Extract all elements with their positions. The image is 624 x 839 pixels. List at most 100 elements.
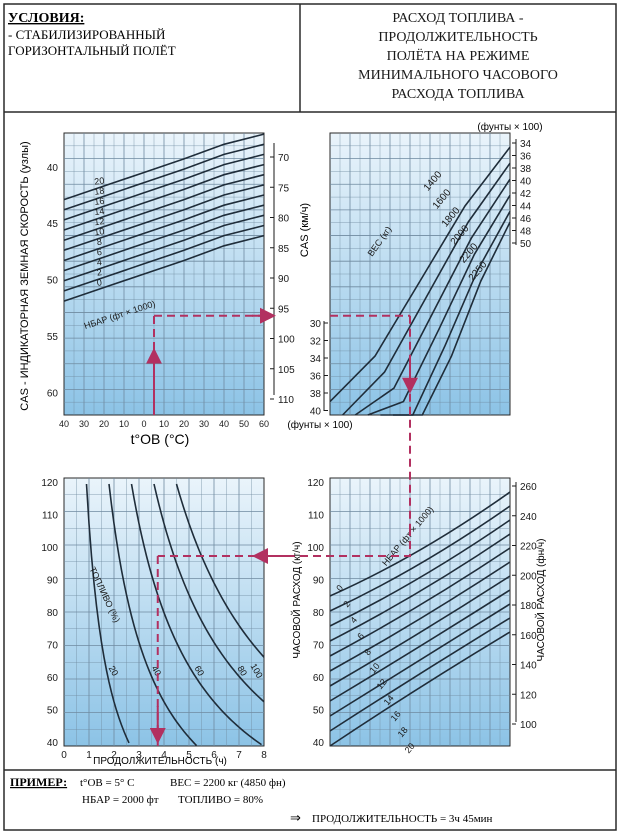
bl-x-tick: 8: [261, 750, 267, 761]
tl-x-tick: 0: [141, 419, 146, 429]
tr-series-line: [354, 178, 511, 416]
tl-series-line: [63, 133, 265, 201]
tr-right-tick: 48: [520, 227, 532, 238]
example-alt: HБАР = 2000 фт: [82, 794, 159, 806]
tl-curve-label: 4: [96, 257, 102, 268]
tl-x-tick: 20: [99, 419, 109, 429]
br-curve-label: 14: [382, 693, 396, 707]
tr-right-tick: 36: [520, 152, 532, 163]
br-curve-label: 18: [396, 725, 410, 739]
bl-curve-label: 80: [235, 664, 249, 678]
curve-lines: [63, 133, 511, 747]
tl-series-line: [63, 224, 265, 292]
tl-y-tick-left: 55: [47, 332, 59, 343]
br-curve-label: 16: [389, 709, 403, 723]
tr-series-line: [342, 162, 511, 416]
br-left-tick: 100: [307, 543, 324, 554]
example-path: [146, 307, 418, 746]
tl-x-tick: 10: [159, 419, 169, 429]
bl-curve-label: 20: [107, 664, 121, 678]
bl-y-tick: 40: [47, 738, 59, 749]
br-ylabel-left: ЧАСОВОЙ РАСХОД (кг/ч): [290, 541, 303, 658]
br-series-line: [329, 491, 511, 597]
tr-left-tick: 40: [310, 407, 322, 418]
bl-xlabel: ПРОДОЛЖИТЕЛЬНОСТЬ (ч): [93, 756, 227, 767]
br-curve-label: 8: [362, 647, 373, 657]
bl-series-line: [153, 483, 265, 703]
bl-curve-label: 60: [192, 664, 206, 678]
tr-left-tick: 36: [310, 372, 322, 383]
bl-series-line: [175, 483, 265, 658]
tl-curve-label: 20: [94, 175, 105, 186]
tr-top-axis-label: (фунты × 100): [477, 121, 542, 133]
tr-bottom-axis-label: (фунты × 100): [287, 419, 352, 431]
bl-y-tick: 120: [41, 478, 58, 489]
tl-x-tick: 40: [59, 419, 69, 429]
tl-curve-label: 14: [94, 206, 105, 217]
bl-y-tick: 80: [47, 608, 59, 619]
title-line: ПРОДОЛЖИТЕЛЬНОСТЬ: [378, 30, 537, 45]
tl-curve-label: 10: [94, 226, 105, 237]
tr-right-tick: 34: [520, 139, 532, 150]
tl-y-tick-left: 50: [47, 276, 59, 287]
br-curve-label: 6: [355, 631, 366, 641]
br-left-tick: 120: [307, 478, 324, 489]
title-line: РАСХОДА ТОПЛИВА: [391, 87, 525, 102]
tr-left-tick: 30: [310, 319, 322, 330]
br-series-line: [329, 519, 511, 627]
br-right-tick: 180: [520, 601, 537, 612]
tl-x-tick: 30: [199, 419, 209, 429]
tr-series-line: [393, 221, 511, 416]
tl-x-tick: 40: [219, 419, 229, 429]
example-path-segment: [157, 528, 411, 557]
title-line: МИНИМАЛЬНОГО ЧАСОВОГО: [358, 68, 558, 83]
br-series-line: [329, 617, 511, 732]
br-curve-label: 20: [403, 741, 417, 755]
conditions-line2: ГОРИЗОНТАЛЬНЫЙ ПОЛЁТ: [8, 43, 176, 58]
tl-curve-label: 6: [96, 247, 102, 258]
title-line: ПОЛЁТА НА РЕЖИМЕ: [387, 47, 530, 64]
br-ylabel-right: ЧАСОВОЙ РАСХОД (фн/ч): [534, 539, 547, 662]
result-arrow: ⇒: [290, 810, 301, 825]
br-right-tick: 120: [520, 690, 537, 701]
conditions-title: УСЛОВИЯ:: [8, 11, 84, 26]
tl-series-line: [63, 184, 265, 252]
tr-right-tick: 40: [520, 177, 532, 188]
bl-y-tick: 110: [42, 511, 58, 522]
br-left-tick: 60: [313, 673, 325, 684]
br-left-tick: 70: [313, 641, 325, 652]
example-result: ПРОДОЛЖИТЕЛЬНОСТЬ = 3ч 45мин: [312, 813, 493, 825]
br-left-tick: 90: [313, 576, 325, 587]
tl-x-tick: 30: [79, 419, 89, 429]
br-curve-label: 4: [348, 615, 359, 625]
br-series-line: [329, 561, 511, 672]
example-label: ПРИМЕР:: [10, 775, 67, 789]
bl-series-line: [85, 483, 130, 744]
tl-series-line: [63, 204, 265, 272]
tl-y-tick-right: 105: [278, 365, 295, 376]
bl-x-tick: 5: [186, 750, 192, 761]
bl-x-tick: 0: [61, 750, 67, 761]
tr-right-tick: 38: [520, 164, 532, 175]
tl-x-tick: 50: [239, 419, 249, 429]
tl-y-tick-right: 100: [278, 335, 295, 346]
br-curve-label: 0: [334, 583, 345, 593]
br-left-tick: 40: [313, 738, 325, 749]
br-right-tick: 260: [520, 482, 537, 493]
tr-right-tick: 42: [520, 189, 532, 200]
bl-x-tick: 2: [111, 750, 117, 761]
tl-x-tick: 20: [179, 419, 189, 429]
tl-y-tick-right: 75: [278, 183, 290, 194]
tl-xlabel: t°ОВ (°C): [131, 431, 190, 447]
tr-series-line: [367, 194, 511, 416]
tl-y-tick-right: 70: [278, 153, 290, 164]
bl-y-tick: 70: [47, 641, 59, 652]
br-series-line: [329, 505, 511, 612]
br-series-line: [329, 533, 511, 642]
br-right-tick: 160: [520, 631, 537, 642]
bl-curve-label: 40: [150, 664, 164, 678]
bl-x-tick: 1: [86, 750, 92, 761]
example-weight: ВЕС = 2200 кг (4850 фн): [170, 777, 286, 789]
br-curve-label: 2: [341, 599, 352, 609]
